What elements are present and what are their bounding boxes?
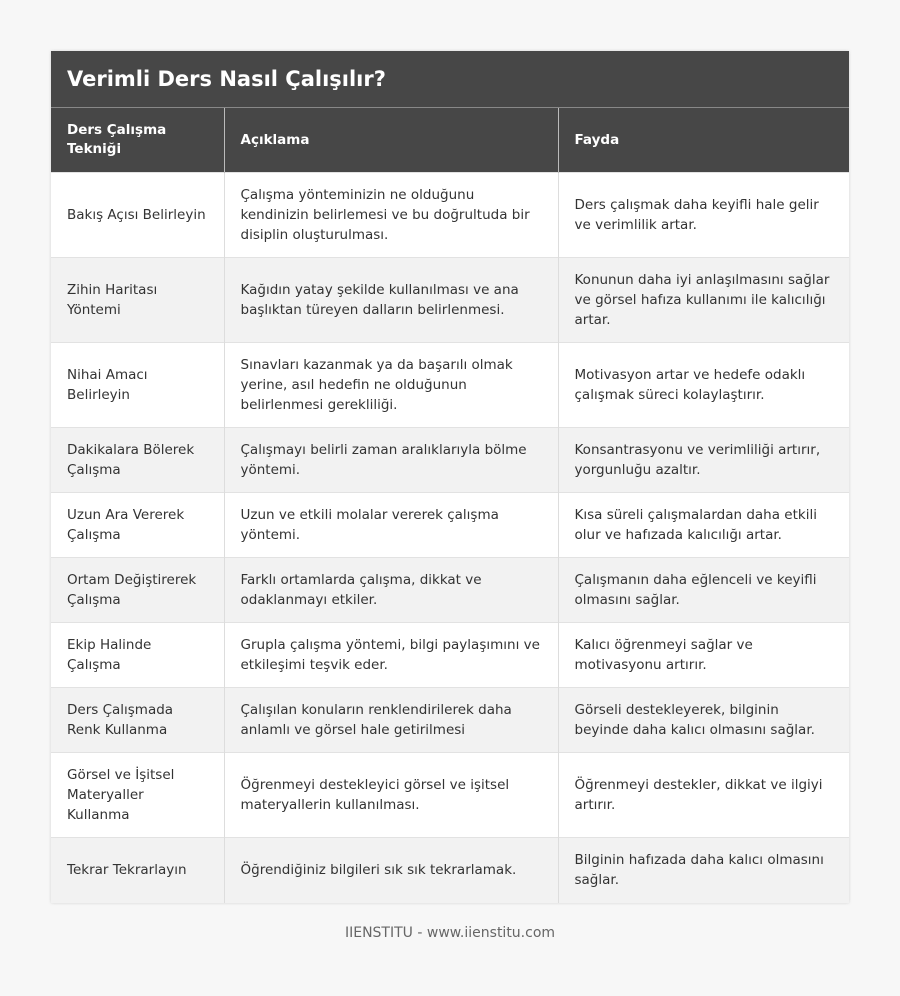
study-techniques-table: Ders Çalışma Tekniği Açıklama Fayda Bakı… [51,108,849,903]
technique-cell: Uzun Ara Vererek Çalışma [51,492,225,558]
table-title: Verimli Ders Nasıl Çalışılır? [51,51,849,108]
benefit-cell: Görseli destekleyerek, bilginin beyinde … [558,687,849,753]
description-cell: Çalışılan konuların renklendirilerek dah… [224,687,559,753]
table-row: Dakikalara Bölerek Çalışma Çalışmayı beli… [51,427,849,493]
table-card: Verimli Ders Nasıl Çalışılır? Ders Çalış… [51,51,849,903]
table-row: Ekip Halinde Çalışma Grupla çalışma yönte… [51,622,849,688]
benefit-cell: Çalışmanın daha eğlenceli ve keyifli olm… [558,557,849,623]
description-cell: Uzun ve etkili molalar vererek çalışma y… [224,492,559,558]
footer-credit: IIENSTITU - www.iienstitu.com [344,925,556,941]
table-row: Bakış Açısı Belirleyin Çalışma yönteminiz… [51,172,849,258]
description-cell: Öğrendiğiniz bilgileri sık sık tekrarlam… [224,837,559,903]
technique-cell: Tekrar Tekrarlayın [51,837,225,903]
description-cell: Çalışma yönteminizin ne olduğunu kendini… [224,172,559,258]
technique-cell: Dakikalara Bölerek Çalışma [51,427,225,493]
technique-cell: Bakış Açısı Belirleyin [51,172,225,258]
benefit-cell: Öğrenmeyi destekler, dikkat ve ilgiyi ar… [558,752,849,838]
benefit-cell: Bilginin hafızada daha kalıcı olmasını s… [558,837,849,903]
table-row: Ortam Değiştirerek Çalışma Farklı ortamla… [51,557,849,623]
technique-cell: Ortam Değiştirerek Çalışma [51,557,225,623]
benefit-cell: Kısa süreli çalışmalardan daha etkili ol… [558,492,849,558]
table-row: Tekrar Tekrarlayın Öğrendiğiniz bilgileri… [51,837,849,903]
technique-cell: Ekip Halinde Çalışma [51,622,225,688]
table-row: Zihin Haritası Yöntemi Kağıdın yatay şeki… [51,257,849,343]
description-cell: Öğrenmeyi destekleyici görsel ve işitsel… [224,752,559,838]
benefit-cell: Ders çalışmak daha keyifli hale gelir ve… [558,172,849,258]
table-row: Nihai Amacı Belirleyin Sınavları kazanmak… [51,342,849,428]
technique-cell: Ders Çalışmada Renk Kullanma [51,687,225,753]
column-header-description: Açıklama [224,108,559,173]
column-header-benefit: Fayda [558,108,849,173]
technique-cell: Zihin Haritası Yöntemi [51,257,225,343]
technique-cell: Nihai Amacı Belirleyin [51,342,225,428]
description-cell: Farklı ortamlarda çalışma, dikkat ve oda… [224,557,559,623]
description-cell: Çalışmayı belirli zaman aralıklarıyla bö… [224,427,559,493]
header-row: Ders Çalışma Tekniği Açıklama Fayda [51,108,849,173]
benefit-cell: Kalıcı öğrenmeyi sağlar ve motivasyonu a… [558,622,849,688]
description-cell: Grupla çalışma yöntemi, bilgi paylaşımın… [224,622,559,688]
technique-cell: Görsel ve İşitsel Materyaller Kullanma [51,752,225,838]
column-header-technique: Ders Çalışma Tekniği [51,108,225,173]
table-row: Uzun Ara Vererek Çalışma Uzun ve etkili m… [51,492,849,558]
benefit-cell: Konunun daha iyi anlaşılmasını sağlar ve… [558,257,849,343]
benefit-cell: Motivasyon artar ve hedefe odaklı çalışm… [558,342,849,428]
description-cell: Sınavları kazanmak ya da başarılı olmak … [224,342,559,428]
description-cell: Kağıdın yatay şekilde kullanılması ve an… [224,257,559,343]
table-row: Görsel ve İşitsel Materyaller Kullanma Öğ… [51,752,849,838]
table-row: Ders Çalışmada Renk Kullanma Çalışılan ko… [51,687,849,753]
benefit-cell: Konsantrasyonu ve verimliliği artırır, y… [558,427,849,493]
